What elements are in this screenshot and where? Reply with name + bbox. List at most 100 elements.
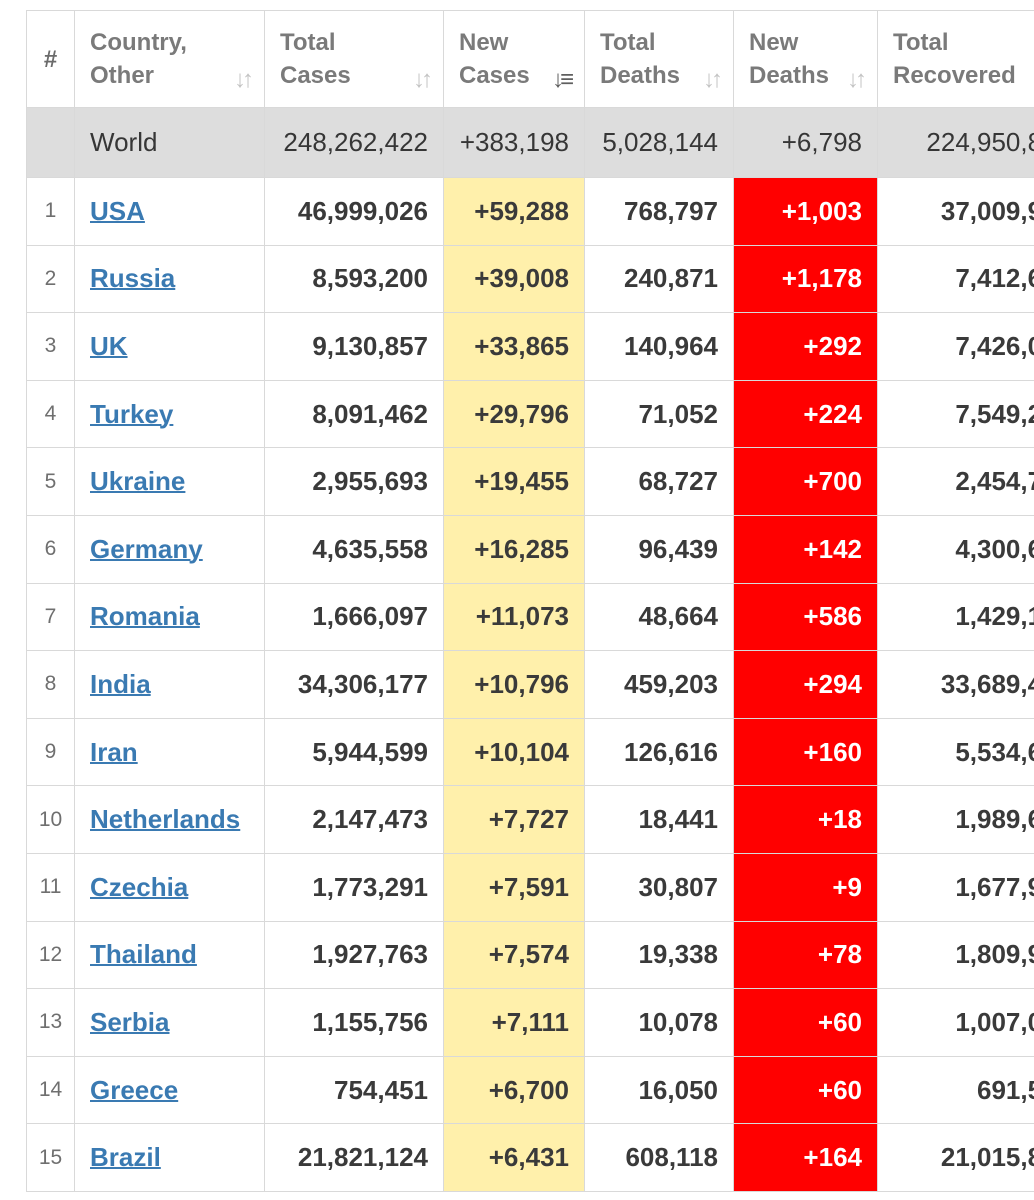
- country-cell: Germany: [74, 514, 265, 584]
- new-cases-cell: +7,591: [443, 852, 585, 922]
- world-total-row: World 248,262,422 +383,198 5,028,144 +6,…: [26, 107, 1034, 178]
- sort-descending-icon[interactable]: ↓≡: [551, 66, 574, 93]
- country-cell: Czechia: [74, 852, 265, 922]
- new-deaths-cell: +60: [733, 988, 878, 1057]
- country-link[interactable]: Serbia: [90, 1006, 170, 1037]
- country-link[interactable]: Ukraine: [90, 466, 186, 497]
- country-link[interactable]: UK: [90, 330, 128, 361]
- country-cell: Russia: [74, 244, 265, 314]
- country-link[interactable]: Russia: [90, 263, 176, 294]
- new-deaths-cell: +292: [733, 312, 878, 381]
- country-cell: Thailand: [74, 920, 265, 990]
- total-recovered-cell: 1,677,928: [877, 852, 1034, 922]
- new-cases-cell: +33,865: [443, 312, 585, 381]
- new-deaths-cell: +142: [733, 514, 878, 584]
- table-header-row: # Country, Other ↓↑ Total Cases ↓↑: [26, 10, 1034, 108]
- row-rank: 4: [26, 379, 75, 449]
- new-cases-cell: +10,796: [443, 650, 585, 719]
- row-rank: 5: [26, 447, 75, 516]
- country-cell: Iran: [74, 717, 265, 787]
- table-row: 8 India 34,306,177 +10,796 459,203 +294 33,689…: [26, 650, 1034, 719]
- total-deaths-cell: 126,616: [584, 717, 734, 787]
- country-link[interactable]: Netherlands: [90, 804, 241, 835]
- new-deaths-cell: +224: [733, 379, 878, 449]
- country-link[interactable]: Greece: [90, 1074, 179, 1105]
- table-row: 13 Serbia 1,155,756+7,11110,078+601,007,04…: [26, 988, 1034, 1057]
- country-link[interactable]: Romania: [90, 601, 200, 632]
- total-cases-cell: 46,999,026: [264, 177, 444, 246]
- total-recovered-cell: 1,809,981: [877, 920, 1034, 990]
- total-cases-cell: 34,306,177: [264, 650, 444, 719]
- table-row: 15 Brazil 21,821,124 +6,431 608,118 +164 21,01…: [26, 1123, 1034, 1192]
- row-rank: 14: [26, 1055, 75, 1125]
- new-cases-cell: +16,285: [443, 514, 585, 584]
- total-deaths-cell: 48,664: [584, 582, 734, 652]
- header-new-deaths-line2: Deaths: [749, 62, 830, 89]
- new-deaths-cell: +78: [733, 920, 878, 990]
- table-row: 11 Czechia 1,773,291+7,59130,807+91,677,92…: [26, 852, 1034, 922]
- total-recovered-cell: 33,689,492: [877, 650, 1034, 719]
- table-row: 12 Thailand 1,927,763 +7,574 19,338 +78 1,809,…: [26, 920, 1034, 990]
- total-cases-cell: 2,147,473: [264, 785, 444, 854]
- country-link[interactable]: India: [90, 668, 151, 699]
- new-cases-cell: +7,727: [443, 785, 585, 854]
- country-cell: Ukraine: [74, 447, 265, 516]
- header-new-cases-line2: Cases: [459, 62, 530, 89]
- header-new-cases[interactable]: New Cases ↓≡: [443, 10, 585, 108]
- table-row: 4 Turkey 8,091,462+29,79671,052+2247,549,2…: [26, 379, 1034, 449]
- new-deaths-cell: +700: [733, 447, 878, 516]
- country-cell: Turkey: [74, 379, 265, 449]
- covid-stats-table: # Country, Other ↓↑ Total Cases ↓↑: [26, 10, 1034, 1192]
- country-link[interactable]: Thailand: [90, 939, 197, 970]
- total-deaths-cell: 459,203: [584, 650, 734, 719]
- sort-neutral-icon[interactable]: ↓↑: [703, 66, 723, 93]
- country-link[interactable]: Germany: [90, 533, 203, 564]
- country-cell: Greece: [74, 1055, 265, 1125]
- new-cases-cell: +10,104: [443, 717, 585, 787]
- world-total-recovered: 224,950,828: [877, 107, 1034, 178]
- country-link[interactable]: Iran: [90, 736, 138, 767]
- header-total-deaths-line2: Deaths: [600, 62, 681, 89]
- world-name: World: [74, 107, 265, 178]
- new-deaths-cell: +294: [733, 650, 878, 719]
- total-cases-cell: 9,130,857: [264, 312, 444, 381]
- sort-neutral-icon[interactable]: ↓↑: [234, 66, 254, 93]
- table-row: 5 Ukraine 2,955,693 +19,455 68,727 +700 2,454,…: [26, 447, 1034, 516]
- header-new-deaths[interactable]: New Deaths ↓↑: [733, 10, 878, 108]
- header-country-line1: Country,: [90, 29, 187, 56]
- sort-neutral-icon[interactable]: ↓↑: [847, 66, 867, 93]
- total-recovered-cell: 37,009,990: [877, 177, 1034, 246]
- total-recovered-cell: 7,426,080: [877, 312, 1034, 381]
- total-recovered-cell: 1,989,601: [877, 785, 1034, 854]
- total-cases-cell: 8,091,462: [264, 379, 444, 449]
- country-cell: Serbia: [74, 988, 265, 1057]
- header-total-recovered[interactable]: Total Recovered ↓↑: [877, 10, 1034, 108]
- row-rank: 11: [26, 852, 75, 922]
- table-row: 1 USA 46,999,026 +59,288 768,797 +1,003 37,009…: [26, 177, 1034, 246]
- row-rank: 15: [26, 1123, 75, 1192]
- table-row: 9 Iran 5,944,599+10,104126,616+1605,534,66…: [26, 717, 1034, 787]
- new-cases-cell: +11,073: [443, 582, 585, 652]
- sort-neutral-icon[interactable]: ↓↑: [413, 66, 433, 93]
- total-deaths-cell: 71,052: [584, 379, 734, 449]
- header-total-cases[interactable]: Total Cases ↓↑: [264, 10, 444, 108]
- country-link[interactable]: Brazil: [90, 1142, 161, 1173]
- header-total-deaths[interactable]: Total Deaths ↓↑: [584, 10, 734, 108]
- country-link[interactable]: USA: [90, 195, 145, 226]
- table-row: 10 Netherlands 2,147,473 +7,727 18,441 +18 1,9…: [26, 785, 1034, 854]
- total-cases-cell: 1,773,291: [264, 852, 444, 922]
- country-link[interactable]: Turkey: [90, 398, 174, 429]
- header-country[interactable]: Country, Other ↓↑: [74, 10, 265, 108]
- row-rank: 1: [26, 177, 75, 246]
- row-rank: 2: [26, 244, 75, 314]
- new-cases-cell: +19,455: [443, 447, 585, 516]
- world-total-cases: 248,262,422: [264, 107, 444, 178]
- header-rank-label: #: [43, 45, 58, 73]
- country-cell: Romania: [74, 582, 265, 652]
- new-deaths-cell: +1,003: [733, 177, 878, 246]
- new-deaths-cell: +60: [733, 1055, 878, 1125]
- total-cases-cell: 21,821,124: [264, 1123, 444, 1192]
- country-link[interactable]: Czechia: [90, 871, 189, 902]
- world-total-deaths: 5,028,144: [584, 107, 734, 178]
- total-deaths-cell: 18,441: [584, 785, 734, 854]
